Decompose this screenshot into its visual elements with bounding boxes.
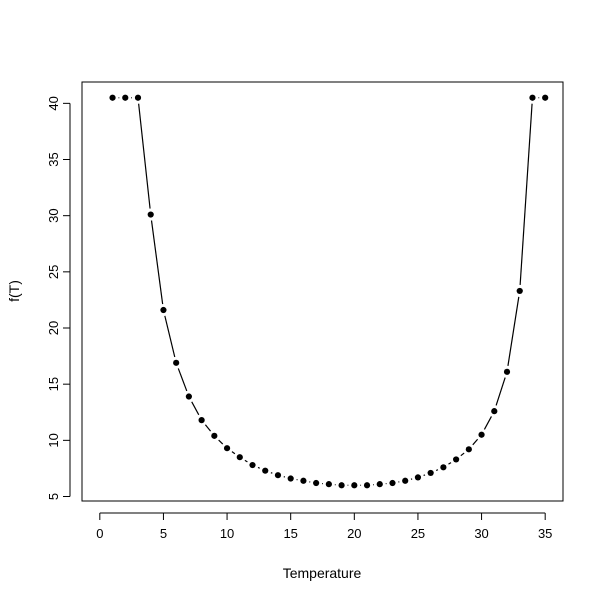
x-tick-label: 35 bbox=[538, 526, 552, 541]
data-point bbox=[300, 477, 307, 484]
y-axis: 5 10 15 20 25 30 35 40 bbox=[46, 96, 71, 500]
data-point bbox=[414, 474, 422, 481]
curve-segment bbox=[495, 377, 506, 406]
curve-segment bbox=[483, 416, 492, 430]
y-tick-label: 20 bbox=[46, 321, 61, 335]
x-tick-label: 20 bbox=[347, 526, 361, 541]
x-tick-label: 25 bbox=[411, 526, 425, 541]
x-axis: 0 5 10 15 20 25 30 35 bbox=[96, 512, 552, 541]
data-point bbox=[402, 477, 409, 484]
data-point bbox=[478, 431, 485, 438]
curve-segment bbox=[507, 296, 520, 366]
data-point bbox=[211, 432, 218, 439]
curve-segment bbox=[519, 103, 533, 285]
data-point bbox=[249, 461, 256, 469]
data-point bbox=[262, 467, 269, 474]
data-point bbox=[427, 469, 434, 477]
data-point bbox=[223, 445, 231, 452]
y-tick-label: 5 bbox=[46, 493, 61, 500]
data-point bbox=[363, 482, 371, 489]
data-point bbox=[542, 94, 549, 101]
y-tick-label: 15 bbox=[46, 377, 61, 391]
x-tick-label: 15 bbox=[283, 526, 297, 541]
y-tick-label: 25 bbox=[46, 265, 61, 279]
curve-segment bbox=[472, 438, 479, 446]
curve-segment bbox=[257, 466, 260, 469]
data-point bbox=[503, 368, 511, 375]
data-point bbox=[287, 475, 294, 482]
data-point bbox=[440, 464, 447, 471]
data-point bbox=[491, 408, 498, 415]
y-tick-label: 40 bbox=[46, 96, 61, 110]
data-point bbox=[338, 482, 345, 489]
curve-segment bbox=[150, 220, 164, 305]
x-tick-label: 5 bbox=[160, 526, 167, 541]
data-point bbox=[516, 287, 523, 295]
data-point bbox=[134, 94, 142, 101]
x-tick-label: 30 bbox=[474, 526, 488, 541]
data-point bbox=[453, 456, 460, 463]
curve-segment bbox=[244, 459, 248, 463]
data-point bbox=[109, 94, 116, 101]
curve-segment bbox=[164, 315, 176, 358]
curve-segment bbox=[191, 401, 200, 416]
data-point bbox=[274, 472, 282, 479]
curve-segment bbox=[231, 451, 236, 455]
y-tick-label: 30 bbox=[46, 208, 61, 222]
data-point bbox=[465, 446, 472, 453]
x-tick-label: 10 bbox=[220, 526, 234, 541]
data-point bbox=[122, 94, 129, 101]
plot-frame bbox=[81, 81, 564, 502]
x-tick-label: 0 bbox=[96, 526, 103, 541]
y-tick-label: 10 bbox=[46, 433, 61, 447]
x-axis-title: Temperature bbox=[283, 565, 362, 581]
data-point bbox=[198, 417, 205, 424]
data-point bbox=[376, 481, 383, 488]
curve-segment bbox=[448, 462, 452, 465]
data-point bbox=[173, 359, 180, 366]
data-point bbox=[325, 481, 332, 488]
data-point bbox=[185, 393, 192, 400]
data-point bbox=[351, 482, 358, 489]
y-axis-title: f(T) bbox=[6, 280, 22, 302]
curve-segment bbox=[138, 103, 151, 209]
curve-segment bbox=[460, 452, 465, 457]
curve-segment bbox=[435, 469, 439, 472]
data-point bbox=[389, 479, 396, 487]
data-point bbox=[160, 306, 167, 314]
data-point bbox=[147, 211, 154, 218]
y-tick-label: 35 bbox=[46, 152, 61, 166]
points-layer bbox=[109, 94, 549, 489]
curve-layer bbox=[118, 97, 540, 486]
data-point bbox=[529, 94, 536, 101]
data-point bbox=[313, 479, 320, 487]
curve-segment bbox=[204, 424, 212, 432]
curve-segment bbox=[177, 368, 188, 392]
curve-segment bbox=[218, 439, 224, 445]
data-point bbox=[236, 454, 243, 461]
